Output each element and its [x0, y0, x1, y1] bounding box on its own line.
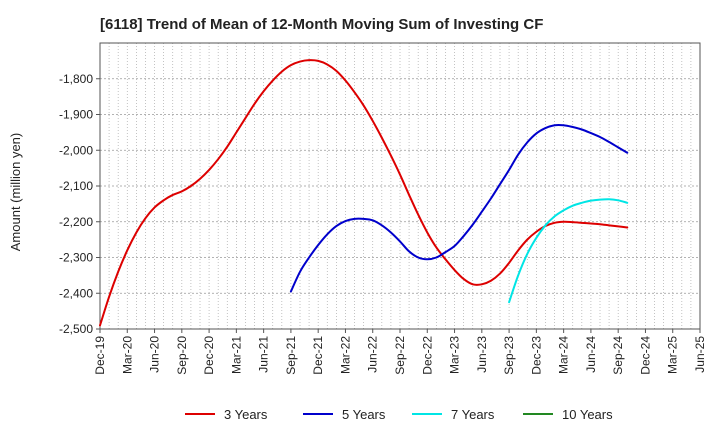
- x-tick-label: Sep-22: [393, 336, 407, 375]
- y-tick-label: -1,900: [59, 108, 93, 122]
- legend-item-5-years: 5 Years: [303, 407, 386, 422]
- y-tick-label: -2,500: [59, 322, 93, 336]
- x-tick-label: Jun-23: [475, 336, 489, 373]
- x-tick-label: Dec-23: [529, 336, 543, 375]
- legend-label: 3 Years: [224, 407, 268, 422]
- x-tick-label: Jun-25: [693, 336, 707, 373]
- x-tick-label: Mar-20: [120, 336, 134, 374]
- series-line-3-years: [99, 59, 629, 327]
- series-lines: [99, 59, 629, 327]
- y-tick-label: -2,100: [59, 179, 93, 193]
- x-tick-label: Jun-24: [584, 336, 598, 373]
- x-tick-label: Mar-23: [448, 336, 462, 374]
- y-tick-label: -2,300: [59, 251, 93, 265]
- legend-item-10-years: 10 Years: [523, 407, 613, 422]
- legend-label: 5 Years: [342, 407, 386, 422]
- x-tick-label: Jun-20: [148, 336, 162, 373]
- x-tick-label: Sep-23: [502, 336, 516, 375]
- x-tick-label: Dec-21: [311, 336, 325, 375]
- legend-label: 10 Years: [562, 407, 613, 422]
- x-tick-label: Sep-24: [611, 336, 625, 375]
- x-tick-label: Sep-20: [175, 336, 189, 375]
- y-tick-label: -2,400: [59, 286, 93, 300]
- grid: [100, 43, 700, 329]
- x-tick-label: Jun-22: [366, 336, 380, 373]
- y-axis-label: Amount (million yen): [8, 133, 23, 252]
- series-line-7-years: [508, 198, 629, 304]
- legend-item-3-years: 3 Years: [185, 407, 268, 422]
- chart-title: [6118] Trend of Mean of 12-Month Moving …: [100, 16, 543, 33]
- x-tick-label: Mar-25: [666, 336, 680, 374]
- x-tick-label: Dec-20: [202, 336, 216, 375]
- x-tick-label: Jun-21: [257, 336, 271, 373]
- x-tick-label: Mar-21: [229, 336, 243, 374]
- y-axis-ticks: -2,500 -2,400 -2,300 -2,200 -2,100 -2,000 -1,9…: [59, 72, 100, 336]
- legend-item-7-years: 7 Years: [412, 407, 495, 422]
- x-tick-label: Sep-21: [284, 336, 298, 375]
- legend-label: 7 Years: [451, 407, 495, 422]
- y-tick-label: -2,000: [59, 143, 93, 157]
- x-tick-label: Mar-22: [338, 336, 352, 374]
- x-tick-label: Mar-24: [557, 336, 571, 374]
- x-tick-label: Dec-24: [638, 336, 652, 375]
- y-tick-label: -1,800: [59, 72, 93, 86]
- x-axis-ticks: Dec-19 Mar-20 Jun-20 Sep-20 Dec-20 Mar-21 Jun-…: [93, 329, 707, 375]
- x-tick-label: Dec-19: [93, 336, 107, 375]
- series-line-5-years: [289, 123, 629, 293]
- y-tick-label: -2,200: [59, 215, 93, 229]
- x-tick-label: Dec-22: [420, 336, 434, 375]
- legend: 3 Years 5 Years 7 Years 10 Years: [185, 407, 613, 422]
